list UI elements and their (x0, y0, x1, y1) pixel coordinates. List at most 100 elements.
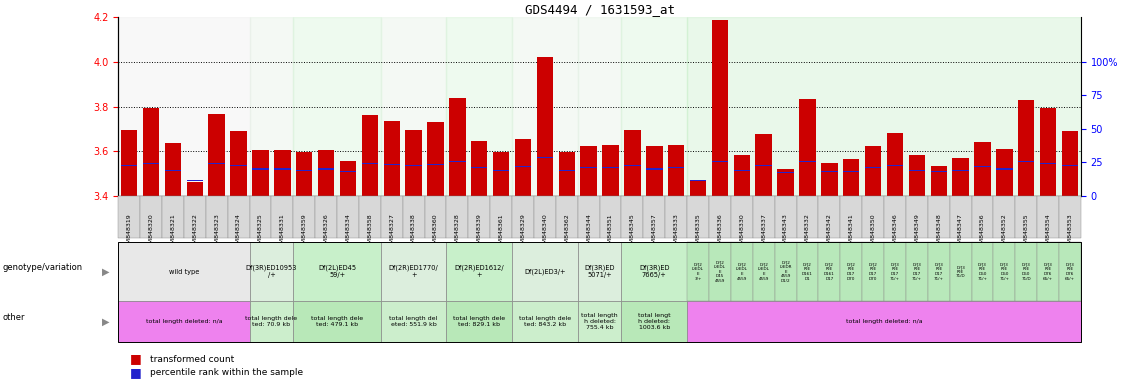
Bar (120, 165, 137, 166)
Text: GSM848321: GSM848321 (170, 213, 176, 251)
Text: Df(2R)ED1770/
+: Df(2R)ED1770/ + (388, 265, 438, 278)
Bar (1040, 163, 1056, 164)
Bar (887, 133, 903, 196)
Bar (384, 121, 400, 196)
Bar (340, 171, 356, 172)
Bar (250, 17, 293, 196)
Bar (1062, 131, 1079, 196)
Text: GSM848360: GSM848360 (434, 213, 438, 251)
Text: GSM848320: GSM848320 (149, 213, 153, 251)
Text: ▶: ▶ (101, 316, 109, 327)
Bar (384, 164, 400, 165)
Text: Df[2
R)E
D161
D1: Df[2 R)E D161 D1 (802, 263, 813, 281)
Text: GSM848340: GSM848340 (543, 213, 547, 251)
Bar (687, 17, 1081, 196)
Bar (756, 134, 772, 196)
Title: GDS4494 / 1631593_at: GDS4494 / 1631593_at (525, 3, 674, 16)
Bar (118, 17, 250, 196)
Bar (646, 169, 662, 170)
Bar (405, 130, 422, 196)
Text: total length dele
ted: 479.1 kb: total length dele ted: 479.1 kb (311, 316, 363, 327)
Text: GSM848326: GSM848326 (323, 213, 329, 251)
Bar (953, 158, 968, 196)
Text: GSM848350: GSM848350 (870, 213, 876, 251)
Text: Df[3
R)E
D76
65/+: Df[3 R)E D76 65/+ (1043, 263, 1053, 281)
Bar (427, 122, 444, 196)
Text: percentile rank within the sample: percentile rank within the sample (150, 368, 303, 377)
Text: total length deleted: n/a: total length deleted: n/a (145, 319, 222, 324)
Text: GSM848336: GSM848336 (717, 213, 723, 251)
Text: total length dele
ted: 829.1 kb: total length dele ted: 829.1 kb (453, 316, 506, 327)
Bar (974, 166, 991, 167)
Bar (690, 180, 706, 196)
Text: Df(3R)ED
7665/+: Df(3R)ED 7665/+ (640, 265, 670, 278)
Text: Df[3
R)E
D17
71/+: Df[3 R)E D17 71/+ (890, 263, 900, 281)
Bar (799, 99, 815, 196)
Bar (580, 167, 597, 169)
Text: Df(3R)ED10953
/+: Df(3R)ED10953 /+ (245, 265, 297, 278)
Text: GSM848335: GSM848335 (696, 213, 700, 251)
Bar (231, 131, 247, 196)
Bar (427, 164, 444, 165)
Bar (381, 17, 446, 196)
Bar (558, 152, 575, 196)
Bar (558, 170, 575, 171)
Text: GSM848348: GSM848348 (936, 213, 941, 251)
Bar (997, 149, 1012, 196)
Text: GSM848361: GSM848361 (499, 213, 503, 251)
Bar (515, 166, 531, 167)
Text: Df[2
R)E
D17
D70: Df[2 R)E D17 D70 (868, 263, 877, 281)
Text: Df(2L)ED3/+: Df(2L)ED3/+ (524, 268, 565, 275)
Bar (646, 146, 662, 196)
Bar (296, 152, 312, 196)
Text: Df[3
R)E
D17
71/+: Df[3 R)E D17 71/+ (912, 263, 922, 281)
Bar (293, 17, 381, 196)
Text: other: other (2, 313, 25, 322)
Bar (164, 170, 181, 171)
Bar (909, 154, 926, 196)
Text: GSM848359: GSM848359 (302, 213, 306, 251)
Bar (143, 108, 159, 196)
Bar (318, 169, 334, 170)
Text: GSM848354: GSM848354 (1046, 213, 1051, 251)
Bar (1018, 161, 1035, 162)
Text: GSM848339: GSM848339 (476, 213, 482, 251)
Bar (405, 165, 422, 166)
Bar (493, 170, 509, 171)
Bar (187, 182, 203, 196)
Text: Df[3
R)E
D17
71/+: Df[3 R)E D17 71/+ (933, 263, 944, 281)
Bar (843, 171, 859, 172)
Text: Df[3
R)E
D50
71/+: Df[3 R)E D50 71/+ (1000, 263, 1009, 281)
Text: GSM848346: GSM848346 (893, 213, 897, 251)
Text: Df[2
R)E
D161
D17: Df[2 R)E D161 D17 (824, 263, 834, 281)
Bar (734, 154, 750, 196)
Bar (120, 130, 137, 196)
Text: GSM848319: GSM848319 (126, 213, 132, 251)
Text: total length dele
ted: 70.9 kb: total length dele ted: 70.9 kb (245, 316, 297, 327)
Bar (1040, 108, 1056, 196)
Bar (208, 163, 225, 164)
Bar (340, 161, 356, 196)
Bar (602, 144, 619, 196)
Text: GSM848337: GSM848337 (761, 213, 766, 251)
Text: Df[3
R)E
D50
71/+: Df[3 R)E D50 71/+ (977, 263, 988, 281)
Text: total length del
eted: 551.9 kb: total length del eted: 551.9 kb (390, 316, 438, 327)
Bar (865, 146, 882, 196)
Bar (602, 167, 619, 169)
Bar (1018, 100, 1035, 196)
Text: GSM848332: GSM848332 (805, 213, 810, 251)
Text: ■: ■ (129, 366, 141, 379)
Text: GSM848331: GSM848331 (280, 213, 285, 251)
Bar (512, 17, 578, 196)
Text: GSM848351: GSM848351 (608, 213, 613, 251)
Bar (624, 165, 641, 166)
Text: ■: ■ (129, 353, 141, 366)
Text: GSM848325: GSM848325 (258, 213, 263, 251)
Bar (624, 130, 641, 196)
Text: ▶: ▶ (101, 266, 109, 277)
Bar (252, 169, 269, 170)
Bar (361, 116, 378, 196)
Text: total lengt
h deleted:
1003.6 kb: total lengt h deleted: 1003.6 kb (638, 313, 671, 330)
Bar (622, 17, 687, 196)
Bar (231, 165, 247, 166)
